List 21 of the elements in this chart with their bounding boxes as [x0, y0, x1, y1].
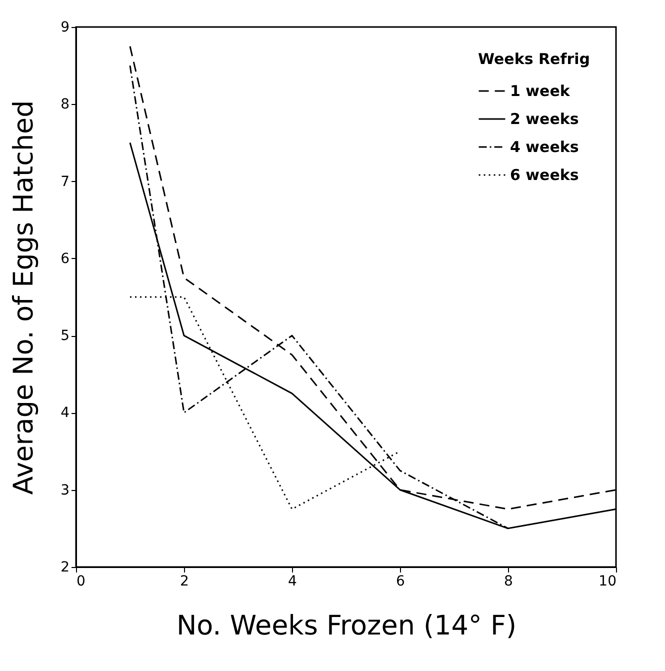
legend-label: 4 weeks — [510, 138, 579, 156]
x-tick-label: 4 — [288, 574, 298, 590]
y-axis-title: Average No. of Eggs Hatched — [8, 100, 40, 495]
y-tick-label: 9 — [60, 20, 70, 36]
y-tick-label: 7 — [60, 174, 70, 190]
y-tick-label: 6 — [60, 250, 70, 267]
x-axis-title: No. Weeks Frozen (14° F) — [176, 610, 517, 642]
y-tick-label: 2 — [60, 560, 70, 576]
legend-label: 2 weeks — [510, 110, 579, 128]
legend-label: 6 weeks — [510, 166, 579, 184]
legend-title: Weeks Refrig — [478, 50, 590, 68]
y-tick-label: 3 — [60, 482, 70, 498]
y-tick-label: 5 — [60, 328, 70, 344]
x-tick-label: 0 — [76, 574, 86, 590]
x-tick-label: 2 — [180, 574, 189, 590]
x-tick-label: 10 — [598, 574, 616, 590]
x-tick-label: 8 — [504, 574, 513, 590]
legend-label: 1 week — [510, 82, 571, 100]
y-tick-label: 8 — [60, 96, 70, 113]
y-tick-label: 4 — [60, 405, 70, 422]
x-tick-label: 6 — [396, 574, 406, 590]
